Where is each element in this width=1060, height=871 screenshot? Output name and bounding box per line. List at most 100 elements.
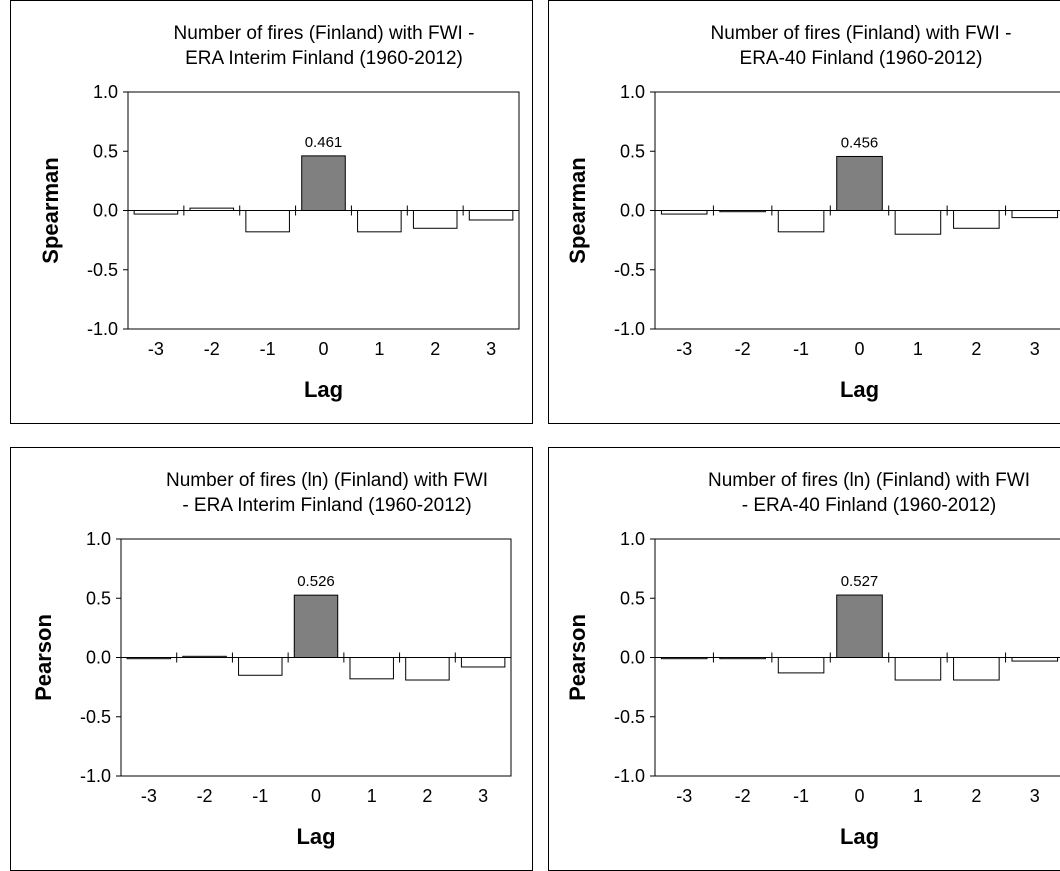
y-axis-title: Pearson (565, 614, 590, 701)
x-tick-label: 2 (971, 339, 981, 359)
y-tick-label: 0.5 (620, 141, 645, 161)
x-tick-label: -1 (793, 786, 809, 806)
chart-title-line: ERA Interim Finland (1960-2012) (185, 48, 463, 69)
y-tick-label: 1.0 (86, 529, 111, 549)
bar-lag--1 (777, 657, 825, 674)
x-tick-label: -1 (252, 786, 268, 806)
bar-lag-3 (468, 210, 514, 221)
x-tick-label: -3 (141, 786, 157, 806)
x-tick-label: 3 (1030, 786, 1040, 806)
y-tick-label: 0.0 (620, 201, 645, 221)
chart-panel-pearson-era-interim: Number of fires (ln) (Finland) with FWI -… (10, 447, 533, 871)
y-tick-label: -1.0 (80, 766, 111, 786)
y-tick-label: -0.5 (80, 707, 111, 727)
bar-lag--1 (245, 210, 290, 233)
x-tick-label: 1 (374, 339, 384, 359)
x-tick-label: 0 (311, 786, 321, 806)
chart-svg: Number of fires (ln) (Finland) with FWI -… (565, 470, 1060, 849)
x-axis-title: Lag (296, 824, 335, 849)
chart-svg: Number of fires (Finland) with FWI - ERA-… (565, 23, 1060, 402)
chart-title-line: Number of fires (Finland) with FWI - (174, 23, 475, 44)
bar-lag--3 (660, 210, 708, 215)
x-tick-label: 0 (854, 339, 864, 359)
bar-lag-2 (412, 210, 458, 229)
x-axis-title: Lag (304, 377, 343, 402)
y-tick-label: -1.0 (614, 766, 645, 786)
x-tick-label: 0 (854, 786, 864, 806)
bar-data-label: 0.527 (841, 573, 879, 590)
x-axis-title: Lag (840, 377, 879, 402)
x-tick-label: -3 (676, 339, 692, 359)
y-tick-label: 1.0 (93, 82, 118, 102)
bar-lag--3 (133, 210, 179, 215)
y-tick-label: -0.5 (614, 707, 645, 727)
x-tick-label: -2 (735, 339, 751, 359)
y-tick-label: -1.0 (614, 319, 645, 339)
bar-lag--2 (182, 655, 227, 659)
bar-lag-2 (405, 657, 450, 681)
bar-lag--3 (660, 657, 708, 660)
chart-svg: Number of fires (Finland) with FWI - ERA … (38, 23, 520, 402)
chart-panel-pearson-era-40: Number of fires (ln) (Finland) with FWI -… (548, 447, 1060, 871)
x-tick-label: 0 (318, 339, 328, 359)
y-tick-label: 1.0 (620, 82, 645, 102)
x-axis-title: Lag (840, 824, 879, 849)
bar-lag--2 (719, 657, 766, 660)
x-tick-label: 1 (367, 786, 377, 806)
y-tick-label: -0.5 (614, 260, 645, 280)
x-tick-label: 3 (478, 786, 488, 806)
y-tick-label: 0.0 (86, 648, 111, 668)
bar-lag--2 (189, 207, 235, 212)
x-tick-label: -3 (676, 786, 692, 806)
y-axis-title: Spearman (565, 157, 590, 263)
bar-data-label: 0.461 (305, 134, 343, 151)
x-tick-label: 3 (486, 339, 496, 359)
bar-lag-1 (349, 657, 394, 680)
chart-panel-spearman-era-40: Number of fires (Finland) with FWI - ERA-… (548, 0, 1060, 424)
bar-lag--1 (238, 657, 283, 676)
x-tick-label: 3 (1030, 339, 1040, 359)
y-axis-title: Spearman (38, 157, 63, 263)
bar-lag-3 (1011, 657, 1059, 662)
y-tick-label: 0.0 (93, 201, 118, 221)
bar-lag--2 (719, 210, 766, 213)
chart-title-line: ERA-40 Finland (1960-2012) (740, 48, 983, 69)
y-tick-label: 1.0 (620, 529, 645, 549)
bar-lag-1 (894, 210, 942, 235)
y-tick-label: -0.5 (87, 260, 118, 280)
chart-panel-spearman-era-interim: Number of fires (Finland) with FWI - ERA … (10, 0, 533, 424)
bar-lag-0 (836, 594, 883, 659)
x-tick-label: 2 (422, 786, 432, 806)
chart-title-line: - ERA-40 Finland (1960-2012) (742, 495, 997, 516)
y-tick-label: -1.0 (87, 319, 118, 339)
y-tick-label: 0.5 (86, 588, 111, 608)
chart-title-line: - ERA Interim Finland (1960-2012) (182, 495, 471, 516)
y-tick-label: 0.5 (93, 141, 118, 161)
x-tick-label: -1 (260, 339, 276, 359)
bar-lag-1 (894, 657, 942, 681)
bar-lag-3 (1011, 210, 1059, 219)
x-tick-label: -2 (204, 339, 220, 359)
y-tick-label: 0.5 (620, 588, 645, 608)
chart-title-line: Number of fires (Finland) with FWI - (711, 23, 1012, 44)
x-tick-label: 2 (430, 339, 440, 359)
x-tick-label: -3 (148, 339, 164, 359)
bar-lag--3 (126, 657, 172, 660)
bar-lag-1 (357, 210, 402, 233)
chart-svg: Number of fires (ln) (Finland) with FWI -… (31, 470, 512, 849)
bar-lag-0 (293, 594, 339, 659)
bar-data-label: 0.526 (297, 573, 335, 590)
chart-title-line: Number of fires (ln) (Finland) with FWI (166, 470, 488, 491)
x-tick-label: -1 (793, 339, 809, 359)
x-tick-label: -2 (197, 786, 213, 806)
bar-lag-0 (301, 155, 346, 212)
y-axis-title: Pearson (31, 614, 56, 701)
bar-lag-3 (460, 657, 506, 668)
bar-lag-2 (953, 210, 1000, 229)
bar-lag-2 (953, 657, 1000, 681)
chart-title-line: Number of fires (ln) (Finland) with FWI (708, 470, 1030, 491)
x-tick-label: 1 (913, 339, 923, 359)
x-tick-label: 2 (971, 786, 981, 806)
y-tick-label: 0.0 (620, 648, 645, 668)
bar-data-label: 0.456 (841, 134, 879, 151)
